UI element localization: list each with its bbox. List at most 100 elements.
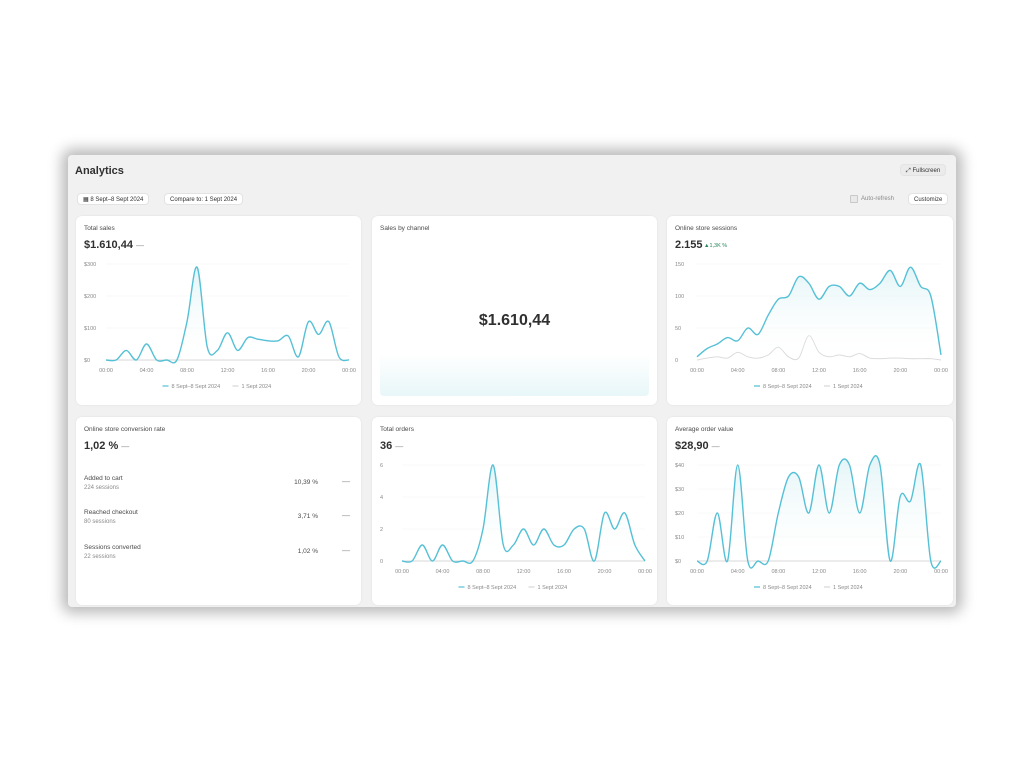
x-tick-label: 04:00 xyxy=(140,368,154,374)
legend-previous: 1 Sept 2024 xyxy=(242,384,272,390)
legend-current: 8 Sept–8 Sept 2024 xyxy=(172,384,221,390)
y-tick-label: $30 xyxy=(675,487,684,493)
orders-chart: 6 4 2 0 00:00 04:00 08:00 12:00 16:00 20:00 00:00 8… xyxy=(380,463,652,591)
funnel-change: — xyxy=(342,546,350,555)
legend-previous: 1 Sept 2024 xyxy=(538,585,568,591)
funnel-percent: 3,71 % xyxy=(297,513,318,520)
series-area xyxy=(697,267,941,360)
aov-title: Average order value xyxy=(675,426,734,433)
x-tick-label: 20:00 xyxy=(302,368,316,374)
series-area xyxy=(106,266,349,363)
conversion-card[interactable]: Online store conversion rate 1,02 % — Add… xyxy=(76,417,361,605)
compare-button[interactable]: Compare to: 1 Sept 2024 xyxy=(164,193,244,205)
series-line-current xyxy=(401,464,646,565)
sessions-value: 2.155 xyxy=(675,239,703,251)
page-title: Analytics xyxy=(75,165,124,177)
compare-label: Compare to: 1 Sept 2024 xyxy=(170,197,238,203)
y-tick-label: 150 xyxy=(675,262,684,268)
sessions-chart: 150 100 50 0 00:00 04:00 08:00 12:00 16:00 20:00 0… xyxy=(675,262,948,390)
x-tick-label: 04:00 xyxy=(436,569,450,575)
sessions-card[interactable]: Online store sessions 2.155 ▲1,3K % 150 1… xyxy=(667,216,953,405)
sales-by-channel-value: $1.610,44 xyxy=(478,312,551,329)
x-tick-label: 12:00 xyxy=(812,569,826,575)
date-range-button[interactable]: ▦ 8 Sept–8 Sept 2024 xyxy=(77,193,150,205)
auto-refresh-toggle[interactable]: Auto-refresh xyxy=(850,195,894,203)
fullscreen-label: Fullscreen xyxy=(912,168,941,174)
x-tick-label: 08:00 xyxy=(180,368,194,374)
x-tick-label: 12:00 xyxy=(517,569,531,575)
funnel-sessions: 22 sessions xyxy=(84,554,116,560)
legend-current: 8 Sept–8 Sept 2024 xyxy=(468,585,517,591)
x-tick-label: 00:00 xyxy=(690,368,704,374)
sessions-title: Online store sessions xyxy=(675,225,738,232)
x-tick-label: 20:00 xyxy=(893,368,907,374)
x-tick-label: 08:00 xyxy=(771,569,785,575)
sessions-trend-badge: ▲1,3K % xyxy=(704,243,728,249)
x-tick-label: 08:00 xyxy=(771,368,785,374)
funnel-sessions: 80 sessions xyxy=(84,519,116,525)
sales-by-channel-title: Sales by channel xyxy=(380,225,430,232)
x-tick-label: 00:00 xyxy=(690,569,704,575)
x-tick-label: 16:00 xyxy=(853,569,867,575)
y-tick-label: $10 xyxy=(675,535,684,541)
aov-card[interactable]: Average order value $28,90— $40 $30 $20 $10… xyxy=(667,417,953,605)
orders-card[interactable]: Total orders 36— 6 4 2 0 00:00 04:00 08:00 12:0… xyxy=(372,417,657,605)
x-tick-label: 16:00 xyxy=(261,368,275,374)
x-tick-label: 20:00 xyxy=(598,569,612,575)
y-tick-label: $200 xyxy=(84,294,96,300)
auto-refresh-label: Auto-refresh xyxy=(861,196,895,202)
conversion-value: 1,02 % — xyxy=(84,440,130,452)
x-tick-label: 12:00 xyxy=(221,368,235,374)
customize-button[interactable]: Customize xyxy=(908,193,949,205)
total-sales-title: Total sales xyxy=(84,225,115,232)
orders-title: Total orders xyxy=(380,426,414,433)
funnel-label: Reached checkout xyxy=(84,509,138,516)
y-tick-label: 50 xyxy=(675,326,681,332)
y-tick-label: 2 xyxy=(380,527,383,533)
x-tick-label: 16:00 xyxy=(853,368,867,374)
aov-value: $28,90— xyxy=(675,440,720,452)
funnel-sessions: 224 sessions xyxy=(84,485,120,491)
total-sales-chart: $300 $200 $100 $0 00:00 04:00 08:00 12:00 16:00 2… xyxy=(84,262,356,390)
legend-current: 8 Sept–8 Sept 2024 xyxy=(763,384,812,390)
x-tick-label: 00:00 xyxy=(934,569,948,575)
series-line-current xyxy=(105,266,350,364)
funnel-change: — xyxy=(342,477,350,486)
x-tick-label: 00:00 xyxy=(934,368,948,374)
fullscreen-button[interactable]: ⤢ Fullscreen xyxy=(900,164,947,176)
orders-value: 36— xyxy=(380,440,404,452)
x-tick-label: 00:00 xyxy=(395,569,409,575)
funnel-percent: 1,02 % xyxy=(297,548,318,555)
calendar-icon: ▦ xyxy=(83,197,89,203)
y-tick-label: $300 xyxy=(84,262,96,268)
series-line-current xyxy=(696,455,942,569)
x-tick-label: 04:00 xyxy=(731,368,745,374)
conversion-title: Online store conversion rate xyxy=(84,426,166,433)
y-tick-label: $40 xyxy=(675,463,684,469)
funnel-row: Sessions converted 22 sessions 1,02 % — xyxy=(84,544,354,564)
legend-current: 8 Sept–8 Sept 2024 xyxy=(763,585,812,591)
y-tick-label: 0 xyxy=(380,559,383,565)
x-tick-label: 12:00 xyxy=(812,368,826,374)
y-tick-label: $0 xyxy=(84,358,90,364)
funnel-percent: 10,39 % xyxy=(294,479,318,486)
funnel-label: Added to cart xyxy=(84,475,123,482)
x-tick-label: 08:00 xyxy=(476,569,490,575)
funnel-change: — xyxy=(342,511,350,520)
x-tick-label: 04:00 xyxy=(731,569,745,575)
x-tick-label: 00:00 xyxy=(99,368,113,374)
x-tick-label: 00:00 xyxy=(638,569,652,575)
total-sales-card[interactable]: Total sales $1.610,44— $300 $200 $100 $0 00:… xyxy=(76,216,361,405)
x-tick-label: 20:00 xyxy=(893,569,907,575)
legend-previous: 1 Sept 2024 xyxy=(833,585,863,591)
y-tick-label: 6 xyxy=(380,463,383,469)
sales-by-channel-fill xyxy=(380,354,649,396)
y-tick-label: 100 xyxy=(675,294,684,300)
series-area xyxy=(402,464,645,564)
funnel-row: Reached checkout 80 sessions 3,71 % — xyxy=(84,509,354,529)
sales-by-channel-card[interactable]: Sales by channel $1.610,44 xyxy=(372,216,657,405)
y-tick-label: $0 xyxy=(675,559,681,565)
y-tick-label: 0 xyxy=(675,358,678,364)
auto-refresh-checkbox[interactable] xyxy=(850,195,858,203)
y-tick-label: $20 xyxy=(675,511,684,517)
